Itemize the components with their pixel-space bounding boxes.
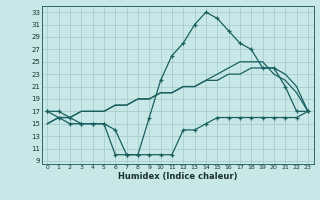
X-axis label: Humidex (Indice chaleur): Humidex (Indice chaleur) xyxy=(118,172,237,181)
